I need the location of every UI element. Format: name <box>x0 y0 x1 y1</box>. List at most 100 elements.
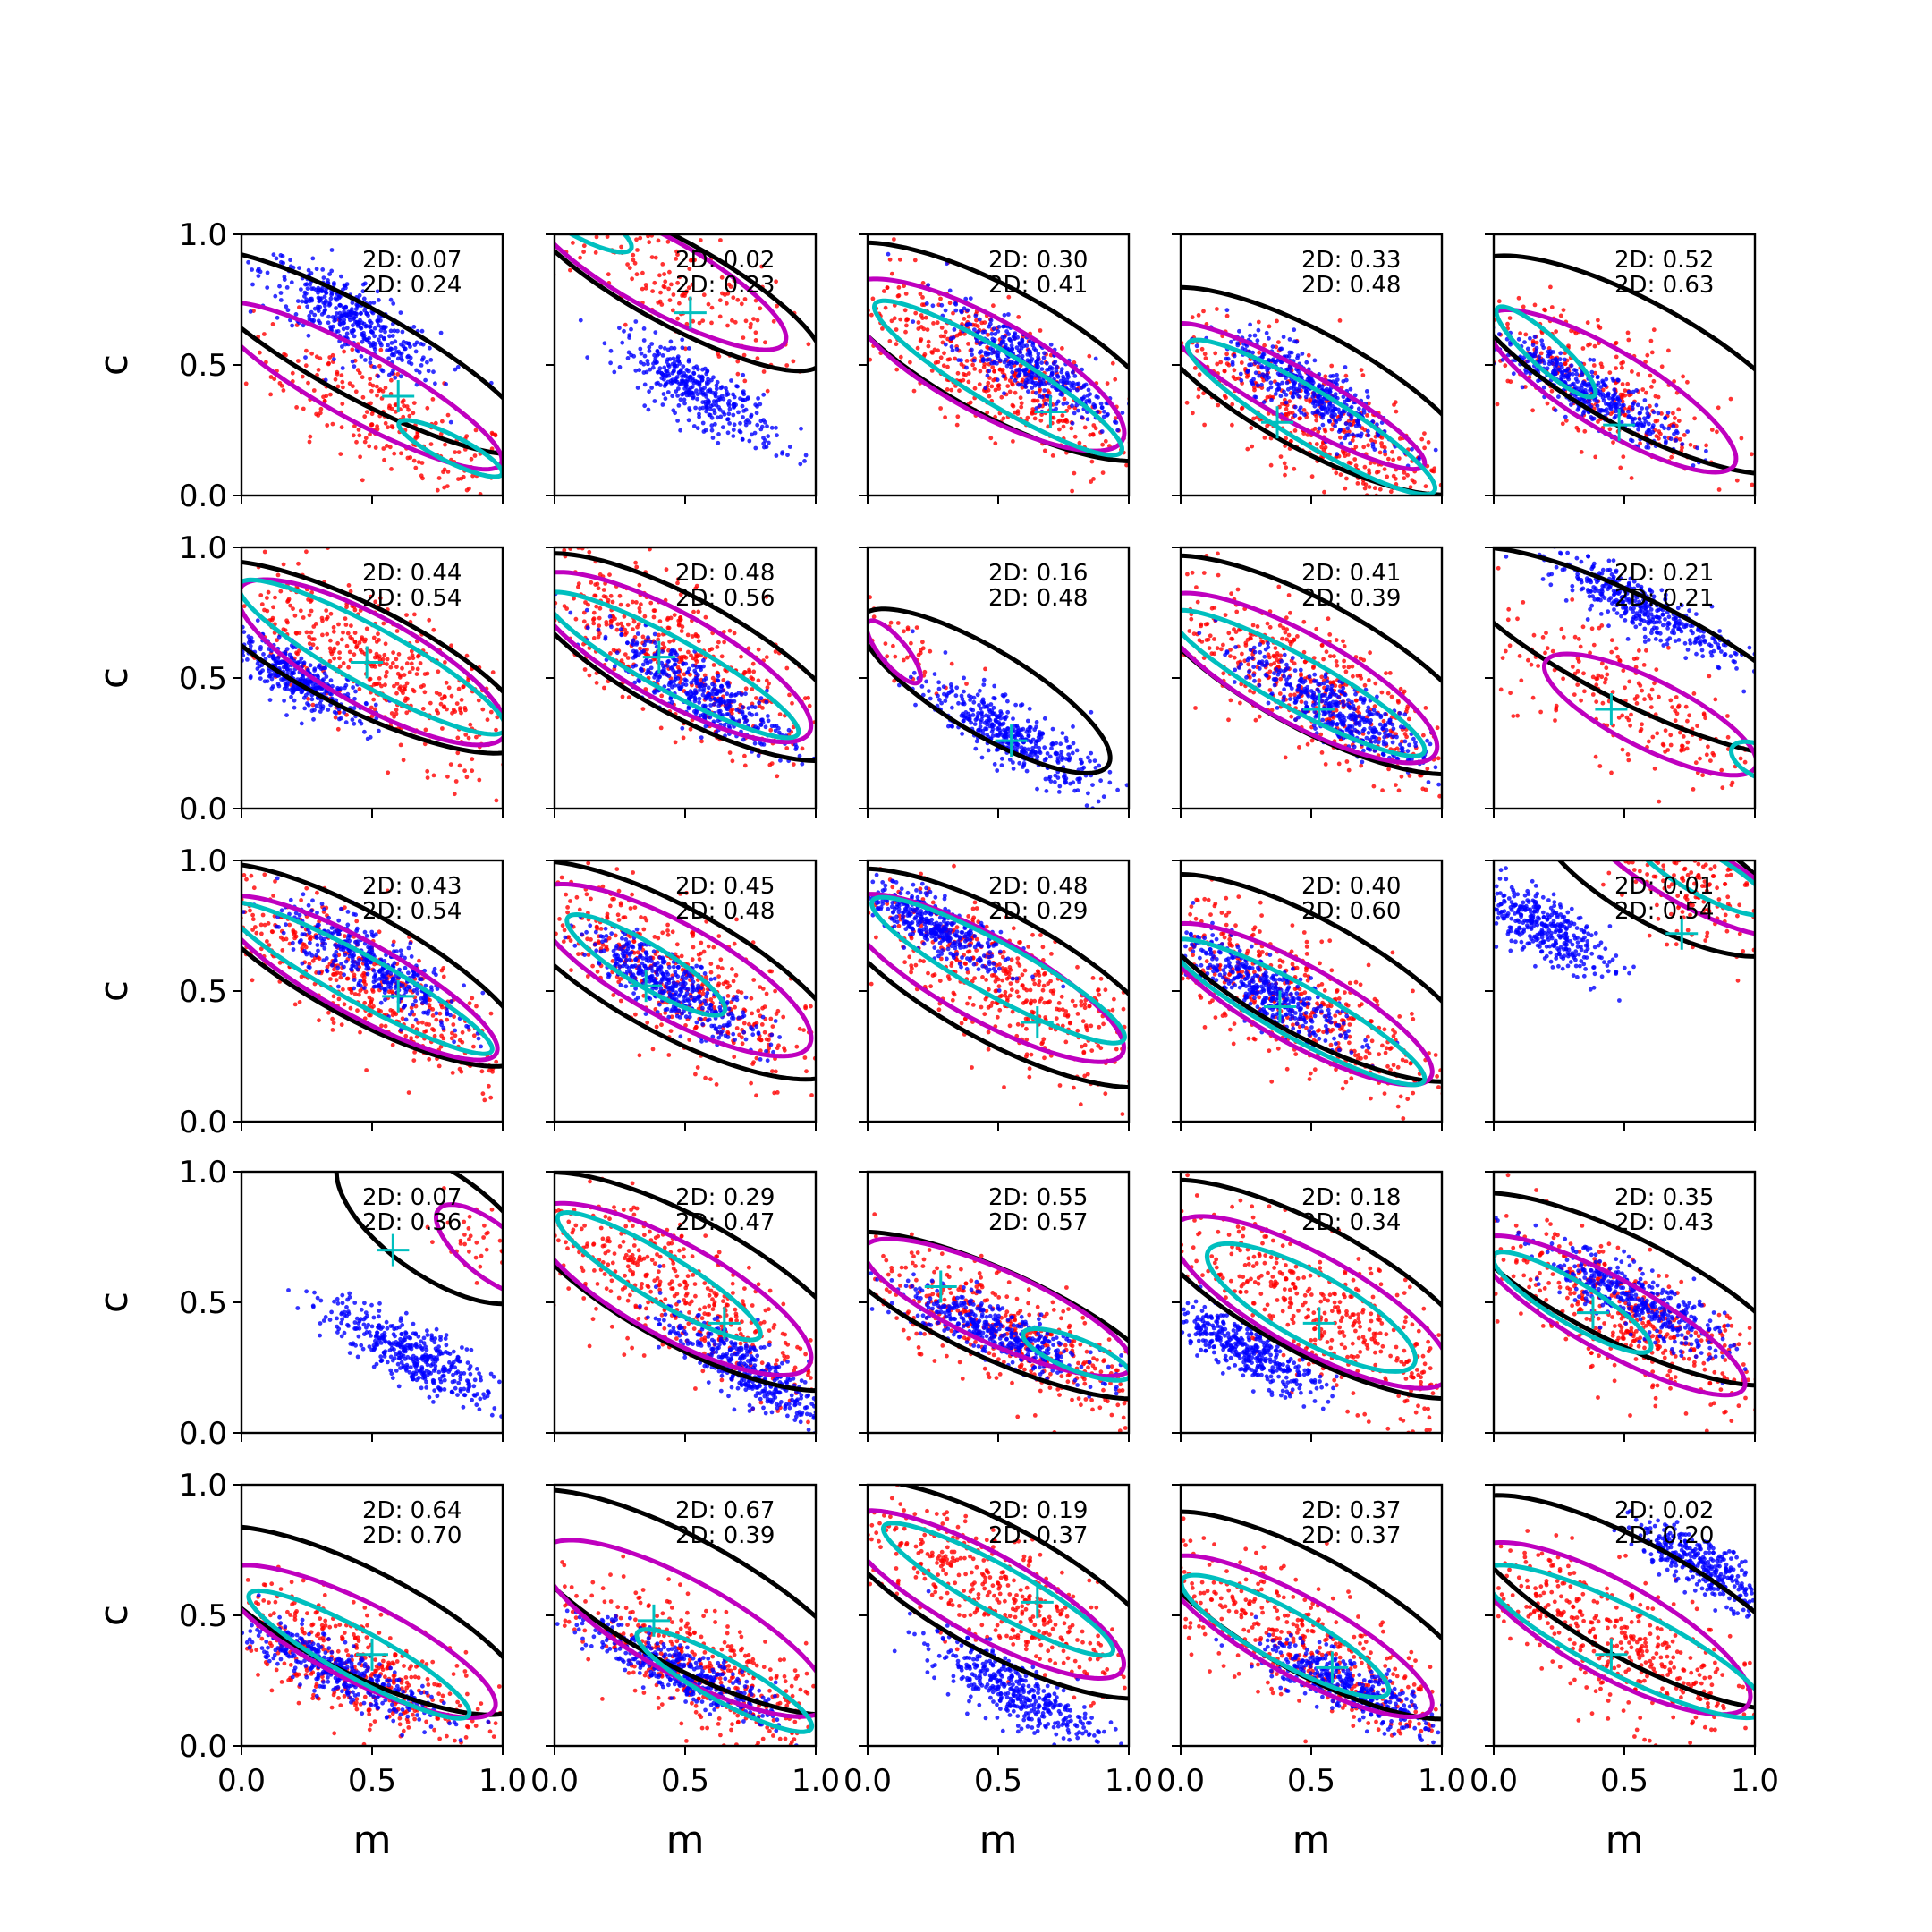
red-point-cloud-point <box>742 763 748 768</box>
red-point-cloud-point <box>466 735 471 741</box>
blue-point-cloud-point <box>646 407 651 412</box>
blue-point-cloud-point <box>368 360 373 365</box>
red-point-cloud-point <box>658 725 664 731</box>
blue-point-cloud-point <box>372 334 377 339</box>
blue-point-cloud-point <box>993 332 998 336</box>
red-point-cloud-point <box>404 613 409 617</box>
red-point-cloud-point <box>593 222 597 226</box>
blue-point-cloud-point <box>304 291 309 296</box>
red-point-cloud-point <box>676 623 682 628</box>
blue-point-cloud-point <box>1008 360 1013 364</box>
red-point-cloud-point <box>1344 476 1349 481</box>
red-point-cloud-point <box>266 589 271 595</box>
red-point-cloud-point <box>328 638 333 643</box>
blue-point-cloud-point <box>647 349 652 353</box>
red-point-cloud-point <box>1620 365 1624 370</box>
blue-point-cloud-point <box>713 421 717 427</box>
red-point-cloud-point <box>498 171 503 175</box>
red-point-cloud-point <box>364 410 369 414</box>
red-point-cloud-point <box>208 620 212 624</box>
red-point-cloud-point <box>373 445 378 450</box>
blue-point-cloud-point <box>1349 404 1354 410</box>
red-point-cloud-point <box>715 645 720 649</box>
blue-point-cloud-point <box>754 411 759 416</box>
red-point-cloud-point <box>1284 407 1289 411</box>
red-point-cloud-point <box>721 678 726 682</box>
red-point-cloud-point <box>1716 487 1722 492</box>
red-point-cloud-point <box>386 770 391 775</box>
red-point-cloud-point <box>357 687 362 691</box>
red-point-cloud-point <box>369 594 373 599</box>
blue-point-cloud-point <box>1072 411 1077 416</box>
blue-point-cloud-point <box>1053 360 1058 364</box>
blue-point-cloud-point <box>1309 376 1314 381</box>
blue-point-cloud-point <box>1070 420 1075 426</box>
blue-point-cloud-point <box>209 631 214 635</box>
blue-point-cloud-point <box>1084 399 1089 403</box>
red-point-cloud-point <box>1153 475 1157 479</box>
red-point-cloud-point <box>856 286 860 291</box>
blue-point-cloud-point <box>1310 401 1316 406</box>
blue-point-cloud-point <box>291 690 296 694</box>
red-point-cloud-point <box>433 420 438 426</box>
red-point-cloud-point <box>1368 437 1374 443</box>
blue-point-cloud-point <box>275 315 280 320</box>
red-point-cloud-point <box>411 458 417 463</box>
blue-point-cloud-point <box>1666 426 1671 431</box>
red-point-cloud-point <box>1530 408 1535 413</box>
red-point-cloud-point <box>582 667 588 672</box>
blue-point-cloud-point <box>400 358 404 362</box>
blue-point-cloud-point <box>687 406 691 411</box>
red-point-cloud-point <box>581 243 587 249</box>
red-point-cloud-point <box>307 439 312 445</box>
red-point-cloud-point <box>394 691 399 696</box>
blue-point-cloud-point <box>1253 370 1258 376</box>
blue-point-cloud <box>578 318 809 467</box>
red-point-cloud-point <box>667 298 673 302</box>
red-point-cloud-point <box>1338 472 1343 478</box>
red-point-cloud-point <box>1292 428 1298 433</box>
blue-point-cloud-point <box>1039 367 1045 371</box>
blue-point-cloud-point <box>1642 416 1647 421</box>
blue-point-cloud-point <box>262 679 267 684</box>
blue-point-cloud-point <box>1278 394 1284 399</box>
blue-point-cloud-point <box>284 285 290 290</box>
blue-point-cloud-point <box>965 308 970 313</box>
red-point-cloud-point <box>919 337 924 342</box>
blue-point-cloud-point <box>952 327 957 332</box>
blue-point-cloud-point <box>389 341 394 345</box>
red-point-cloud-point <box>997 367 1003 372</box>
red-point-cloud-point <box>756 647 761 652</box>
blue-point-cloud-point <box>228 639 233 643</box>
red-point-cloud-point <box>938 355 944 360</box>
red-point-cloud-point <box>363 436 369 441</box>
blue-point-cloud-point <box>741 390 745 395</box>
blue-point-cloud-point <box>683 374 689 378</box>
black-contour <box>555 234 816 374</box>
red-point-cloud-point <box>1505 321 1510 326</box>
red-point-cloud-point <box>328 392 333 397</box>
red-point-cloud-point <box>1140 386 1144 391</box>
blue-point-cloud-point <box>1259 365 1265 370</box>
blue-point-cloud-point <box>1672 431 1676 436</box>
red-point-cloud-point <box>1363 482 1368 487</box>
blue-point-cloud-point <box>360 339 365 344</box>
red-point-cloud-point <box>749 321 753 326</box>
blue-point-cloud-point <box>686 418 691 423</box>
red-point-cloud-point <box>1599 364 1605 369</box>
red-point-cloud-point <box>1216 504 1220 508</box>
red-point-cloud-point <box>733 319 738 325</box>
blue-point-cloud-point <box>602 341 607 346</box>
red-point-cloud-point <box>954 422 960 428</box>
red-point-cloud-point <box>335 726 341 732</box>
red-point-cloud-point <box>1019 401 1024 406</box>
blue-point-cloud-point <box>678 397 683 402</box>
blue-point-cloud-point <box>953 308 959 313</box>
red-point-cloud-point <box>709 305 715 310</box>
red-point-cloud-point <box>1317 515 1321 520</box>
red-point-cloud-point <box>1685 379 1690 385</box>
blue-point-cloud-point <box>617 326 622 331</box>
blue-point-cloud-point <box>886 251 891 257</box>
blue-point-cloud-point <box>1003 343 1008 348</box>
